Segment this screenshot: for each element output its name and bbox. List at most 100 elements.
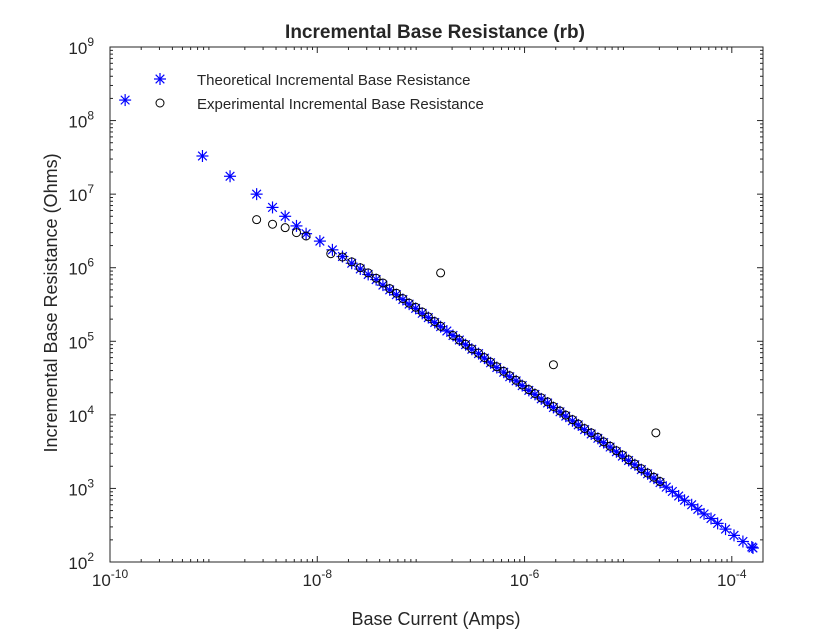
theoretical-point [250, 188, 263, 201]
experimental-point [655, 477, 665, 487]
y-tick-label: 103 [68, 476, 94, 499]
experimental-point [291, 228, 301, 238]
experimental-point [385, 284, 395, 294]
experimental-point [355, 263, 365, 273]
experimental-point [636, 464, 646, 474]
x-tick-label: 10-4 [717, 567, 747, 590]
experimental-point [301, 231, 311, 241]
experimental-point [454, 335, 464, 345]
axes-box [109, 46, 764, 563]
theoretical-point [711, 517, 724, 530]
experimental-point [268, 219, 278, 229]
experimental-point [391, 288, 401, 298]
experimental-point [467, 344, 477, 354]
experimental-point [543, 397, 553, 407]
experimental-point [611, 446, 621, 456]
theoretical-point [727, 529, 740, 542]
theoretical-point [313, 235, 326, 248]
experimental-point [252, 215, 262, 225]
y-axis-label: Incremental Base Resistance (Ohms) [41, 153, 61, 452]
experimental-point [580, 424, 590, 434]
y-tick-label: 104 [68, 403, 94, 426]
experimental-point [363, 268, 373, 278]
experimental-point [649, 472, 659, 482]
experimental-point [573, 419, 583, 429]
theoretical-point [279, 210, 292, 223]
experimental-point [561, 410, 571, 420]
experimental-point [474, 348, 484, 358]
series-experimental [252, 215, 665, 487]
experimental-point [347, 257, 357, 267]
data-markers [119, 94, 759, 554]
experimental-point [398, 294, 408, 304]
experimental-point [436, 321, 446, 331]
experimental-point [280, 223, 290, 233]
experimental-point [548, 360, 558, 370]
y-tick-label: 107 [68, 182, 94, 205]
x-tick-label: 10-6 [510, 567, 540, 590]
theoretical-point [224, 170, 237, 183]
x-tick-label: 10-10 [92, 567, 129, 590]
y-tick-label: 105 [68, 329, 94, 352]
theoretical-point [678, 494, 691, 507]
theoretical-point [736, 535, 749, 548]
experimental-point [486, 357, 496, 367]
chart-title: Incremental Base Resistance (rb) [285, 22, 585, 43]
experimental-point [624, 455, 634, 465]
y-tick-label: 102 [68, 550, 94, 573]
theoretical-point [719, 523, 732, 536]
experimental-point [617, 450, 627, 460]
theoretical-point [290, 219, 303, 232]
experimental-point [530, 389, 540, 399]
experimental-point [555, 406, 565, 416]
experimental-point [404, 298, 414, 308]
theoretical-point [666, 485, 679, 498]
theoretical-point [196, 149, 209, 162]
plot-area [109, 46, 764, 563]
experimental-point [461, 339, 471, 349]
y-tick-label: 109 [68, 35, 94, 58]
experimental-point [423, 312, 433, 322]
x-axis: 10-10 10-8 10-6 10-4 [92, 47, 764, 590]
legend-label: Experimental Incremental Base Resistance [197, 96, 484, 113]
theoretical-point [119, 94, 132, 107]
experimental-point [651, 428, 661, 438]
experimental-point [517, 380, 527, 390]
experimental-point [430, 317, 440, 327]
experimental-point [337, 252, 347, 262]
experimental-point [411, 302, 421, 312]
theoretical-point [300, 227, 313, 240]
theoretical-point [746, 541, 759, 554]
experimental-point [643, 468, 653, 478]
legend: Theoretical Incremental Base Resistance E… [154, 72, 484, 113]
theoretical-point [705, 512, 718, 525]
experimental-point [492, 362, 502, 372]
experimental-point [511, 375, 521, 385]
y-axis: 102 103 104 105 106 107 108 109 [68, 35, 763, 573]
experimental-point [548, 401, 558, 411]
theoretical-point [698, 507, 711, 520]
theoretical-point [685, 498, 698, 511]
experimental-point [593, 432, 603, 442]
experimental-point [605, 441, 615, 451]
experimental-point [630, 459, 640, 469]
experimental-point [599, 437, 609, 447]
experimental-point [499, 366, 509, 376]
legend-marker-theoretical [154, 73, 166, 85]
legend-marker-experimental [155, 98, 165, 108]
experimental-point [378, 278, 388, 288]
experimental-point [417, 307, 427, 317]
experimental-point [436, 268, 446, 278]
experimental-point [448, 330, 458, 340]
experimental-point [326, 249, 336, 259]
theoretical-point [266, 201, 279, 214]
theoretical-point [691, 503, 704, 516]
experimental-point [536, 393, 546, 403]
legend-label: Theoretical Incremental Base Resistance [197, 72, 470, 89]
y-tick-label: 106 [68, 256, 94, 279]
experimental-point [505, 371, 515, 381]
x-axis-label: Base Current (Amps) [351, 609, 520, 629]
y-tick-label: 108 [68, 109, 94, 132]
